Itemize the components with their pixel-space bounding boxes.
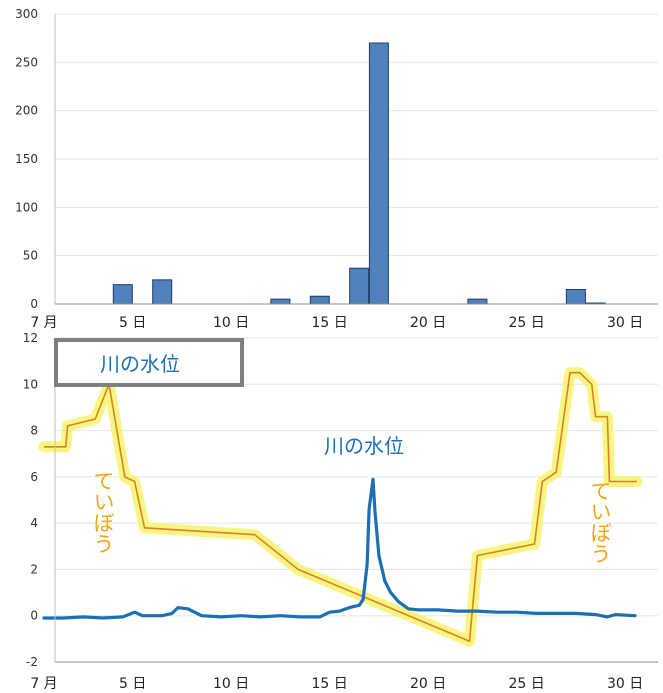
bar-chart-x-tick-label: 10 日 (213, 315, 249, 331)
bar-chart-x-tick-label: 20 日 (410, 315, 446, 331)
levee-label-left-text: ていぼう (91, 470, 115, 554)
bar-chart-y-tick-label: 300 (15, 7, 38, 21)
water-level-label: 川の水位 (324, 434, 404, 458)
line-chart-y-tick-label: 0 (30, 609, 38, 623)
legend-box-label: 川の水位 (100, 352, 180, 376)
bar (467, 298, 488, 305)
line-chart-y-tick-label: -2 (26, 655, 38, 669)
line-chart-y-tick-label: 12 (23, 331, 38, 345)
bar-chart-y-tick-label: 150 (15, 152, 38, 166)
line-chart-y-tick-label: 4 (30, 516, 38, 530)
bar-chart-y-tick-label: 250 (15, 55, 38, 69)
bar-chart-y-tick-label: 0 (30, 297, 38, 311)
bar-chart-x-tick-label: 25 日 (509, 315, 545, 331)
bar (368, 42, 389, 305)
line-chart-y-tick-label: 2 (30, 562, 38, 576)
bar (112, 284, 133, 305)
line-chart-y-tick-label: 6 (30, 470, 38, 484)
line-chart-x-tick-label: 30 日 (607, 676, 643, 692)
levee-series-glow (38, 367, 643, 647)
line-chart-axes: -2 0 2 4 6 8 10 12 7 月 5 日 10 日 15 日 20 日 25 日 30 日 (23, 331, 658, 692)
bar (152, 279, 173, 305)
line-chart-x-tick-label: 15 日 (312, 676, 348, 692)
line-chart-x-tick-label: 10 日 (213, 676, 249, 692)
legend-box (54, 338, 244, 387)
bar-chart-gridlines (55, 13, 658, 257)
line-chart-x-tick-label: 7 月 (30, 676, 57, 692)
line-chart-x-tick-label: 5 日 (119, 676, 146, 692)
line-chart-y-tick-label: 10 (23, 377, 38, 391)
bar-chart-x-tick-label: 5 日 (119, 315, 146, 331)
levee-label-left: ていぼう (91, 470, 115, 554)
bar (349, 267, 370, 305)
bar-chart-bars (112, 42, 606, 305)
bar-chart-y-tick-label: 100 (15, 200, 38, 214)
bar-chart-axes: 0 50 100 150 200 250 300 7 月 5 日 10 日 15 日 20 日 25 日… (15, 7, 658, 331)
line-chart-series (38, 367, 643, 647)
levee-label-right-text: ていぼう (588, 480, 612, 564)
bar-chart-x-tick-label: 15 日 (312, 315, 348, 331)
bar-chart-y-tick-label: 200 (15, 104, 38, 118)
bar (309, 295, 330, 305)
line-chart-y-tick-label: 8 (30, 424, 38, 438)
levee-series-line (44, 371, 637, 643)
bar (270, 298, 291, 305)
line-chart-x-tick-label: 20 日 (410, 676, 446, 692)
line-chart-x-tick-label: 25 日 (509, 676, 545, 692)
levee-label-right: ていぼう (588, 480, 612, 564)
bar (565, 289, 586, 305)
bar-chart-x-tick-label: 7 月 (30, 315, 57, 331)
water-level-series-line (42, 477, 637, 620)
bar-chart-x-tick-label: 30 日 (607, 315, 643, 331)
bar-chart-y-tick-label: 50 (23, 249, 38, 263)
